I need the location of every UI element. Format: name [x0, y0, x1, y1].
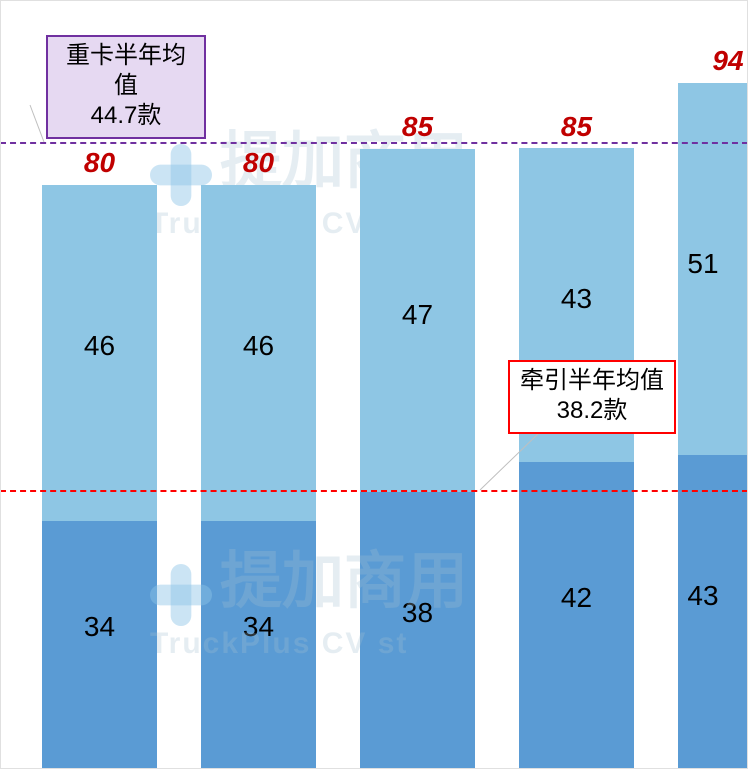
bar-1-upper: 46 [42, 185, 157, 521]
bar-2-total: 80 [201, 147, 316, 179]
callout-qianyin-line2: 38.2款 [520, 396, 664, 426]
bar-4-lower-label: 42 [519, 582, 634, 614]
bar-3-total: 85 [360, 111, 475, 143]
callout-qianyin: 牵引半年均值 38.2款 [508, 360, 676, 434]
bar-1-total: 80 [42, 147, 157, 179]
bar-5-upper: 51 [678, 83, 748, 455]
bar-1-lower-label: 34 [42, 611, 157, 643]
callout-zhongka-line2: 44.7款 [58, 101, 194, 131]
bar-1-lower: 34 [42, 521, 157, 769]
callout-zhongka: 重卡半年均值 44.7款 [46, 35, 206, 139]
bar-2-lower: 34 [201, 521, 316, 769]
ref-line-qianyin [0, 490, 748, 492]
bar-1-upper-label: 46 [42, 330, 157, 362]
bar-4-lower: 42 [519, 462, 634, 769]
bar-3-lower-label: 38 [360, 597, 475, 629]
bar-3-upper-label: 47 [360, 299, 475, 331]
bar-4-total: 85 [519, 111, 634, 143]
bar-3-upper: 47 [360, 149, 475, 492]
callout-qianyin-line1: 牵引半年均值 [520, 366, 664, 396]
callout-zhongka-line1: 重卡半年均值 [58, 41, 194, 101]
bar-5-lower: 43 [678, 455, 748, 769]
bar-2-upper: 46 [201, 185, 316, 521]
bar-3-lower: 38 [360, 492, 475, 769]
bar-2-upper-label: 46 [201, 330, 316, 362]
bar-5-total: 94 [698, 45, 748, 77]
ref-line-zhongka [0, 142, 748, 144]
bar-5-upper-label: 51 [658, 248, 748, 280]
bar-4-upper-label: 43 [519, 283, 634, 315]
stacked-bar-chart: 提加商用 TruckPlus CV st 34 46 80 34 46 80 3… [0, 0, 748, 769]
bar-2-lower-label: 34 [201, 611, 316, 643]
bar-5-lower-label: 43 [658, 580, 748, 612]
